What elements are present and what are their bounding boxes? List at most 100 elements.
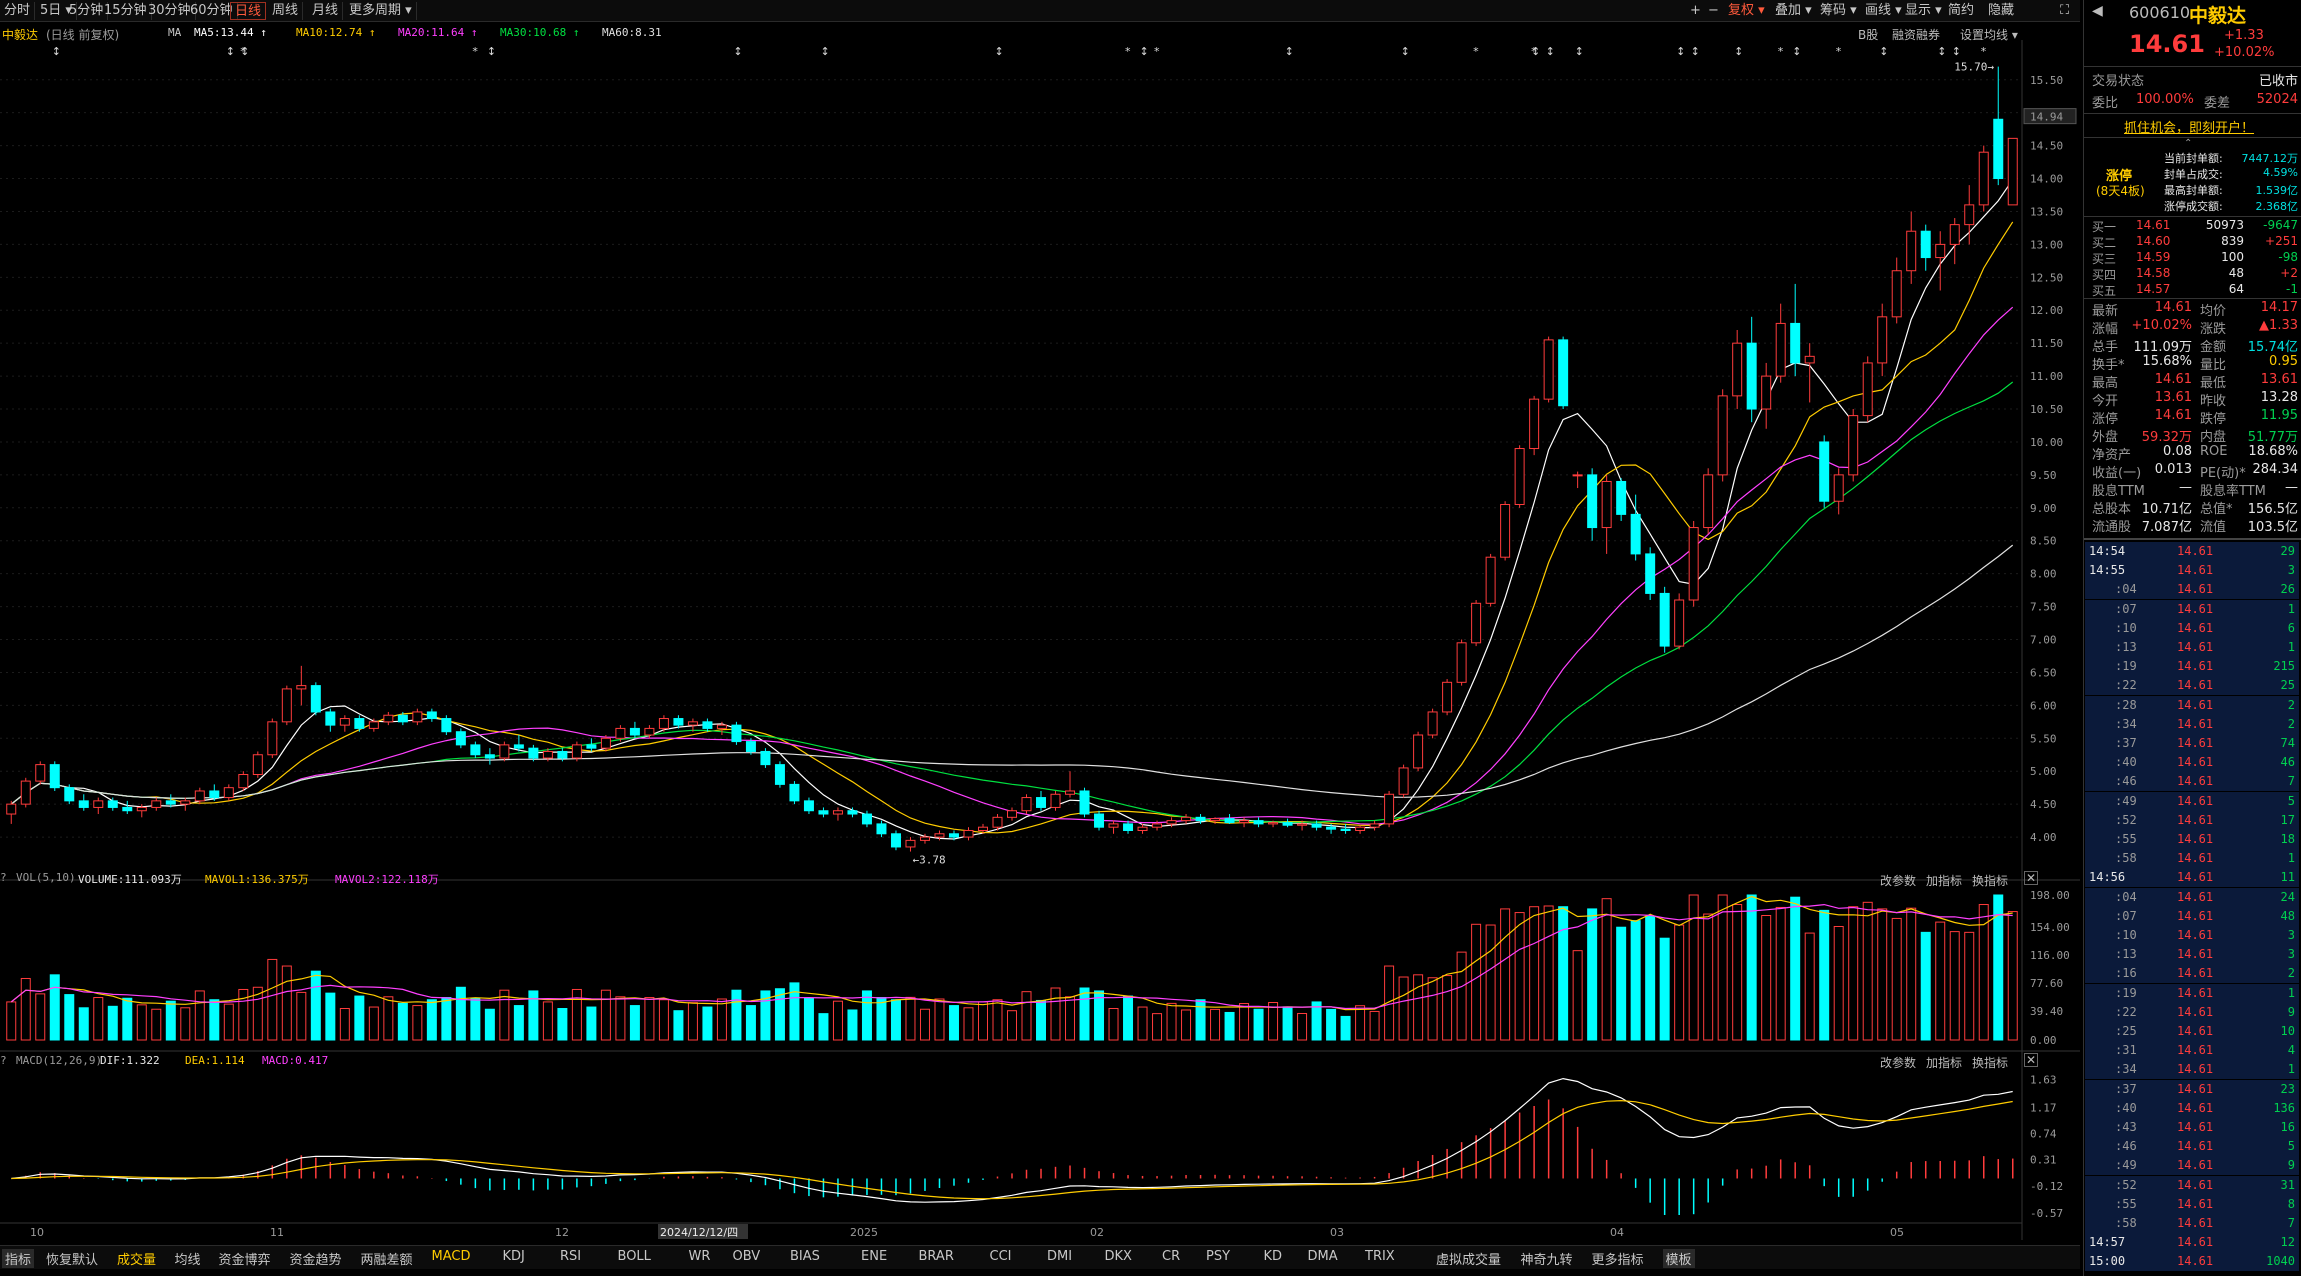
indicator-tab-7[interactable]: MACD xyxy=(431,1249,471,1264)
buy-level-row[interactable]: 买二 14.60 839 +251 xyxy=(2092,234,2298,250)
toolbar-right-0[interactable]: 复权 ▾ xyxy=(1728,3,1765,18)
indicator-tab-24[interactable]: 虚拟成交量 xyxy=(1436,1253,1502,1268)
indicator-tab-6[interactable]: 两融差额 xyxy=(360,1253,413,1268)
sub-toolbar-0[interactable]: B股 xyxy=(1858,28,1879,42)
vol-add-indicator-button[interactable]: 加指标 xyxy=(1926,874,1963,888)
indicator-tab-2[interactable]: 成交量 xyxy=(117,1253,157,1268)
buy-level-row[interactable]: 买五 14.57 64 -1 xyxy=(2092,282,2298,298)
sub-toolbar-1[interactable]: 融资融券 xyxy=(1892,28,1941,42)
candle xyxy=(296,685,307,690)
indicator-tab-21[interactable]: KD xyxy=(1263,1249,1283,1264)
trade-row: :34 14.61 1 xyxy=(2085,1060,2299,1080)
volume-bar xyxy=(1297,1012,1308,1041)
indicator-tab-11[interactable]: WR xyxy=(688,1249,711,1264)
candle xyxy=(1819,441,1830,502)
toolbar-right-6[interactable]: 隐藏 xyxy=(1988,3,2015,18)
period-tab-7[interactable]: 周线 xyxy=(268,2,304,20)
candle xyxy=(789,783,800,802)
period-tab-3[interactable]: 15分钟 xyxy=(100,2,152,20)
period-tab-5[interactable]: 60分钟 xyxy=(186,2,238,20)
indicator-tab-16[interactable]: CCI xyxy=(989,1249,1012,1264)
close-macd-icon[interactable]: ? xyxy=(0,1054,7,1067)
fullscreen-icon[interactable]: ⛶ xyxy=(2060,3,2070,18)
indicator-tab-13[interactable]: BIAS xyxy=(790,1249,820,1264)
period-tab-4[interactable]: 30分钟 xyxy=(144,2,196,20)
volume-bar xyxy=(1195,999,1206,1041)
indicator-tab-3[interactable]: 均线 xyxy=(174,1253,201,1268)
kline-chart[interactable]: 15.70→←3.78↕ ↕ *↕ * ↕ ↕ ↕ ↕ * ↕ * ↕ ↕ * ↕* ↕ ↕ ↕ ↕ ↕ * ↕ * ↕ ↕ ↕ *… xyxy=(0,40,2080,1245)
vol-edit-params-button[interactable]: 改参数 xyxy=(1880,874,1917,888)
vol-close-icon[interactable]: ✕ xyxy=(2024,871,2038,885)
indicator-tab-5[interactable]: 资金趋势 xyxy=(289,1253,342,1268)
period-tab-2[interactable]: 5分钟 xyxy=(65,2,109,20)
toolbar-right-3[interactable]: 画线 ▾ xyxy=(1865,3,1902,18)
price-axis-label: 12.00 xyxy=(2030,304,2063,317)
volume-bar xyxy=(615,996,626,1041)
indicator-tab-18[interactable]: DKX xyxy=(1104,1249,1132,1264)
period-tab-0[interactable]: 分时 xyxy=(0,2,36,20)
indicator-tab-20[interactable]: PSY xyxy=(1206,1249,1231,1264)
macd-axis-label: 0.74 xyxy=(2030,1127,2057,1140)
period-tab-6[interactable]: 日线 xyxy=(230,2,267,20)
macd-close-icon[interactable]: ✕ xyxy=(2024,1053,2038,1067)
dif-line xyxy=(11,1077,2013,1203)
period-tab-9[interactable]: 更多周期 ▾ xyxy=(345,2,417,20)
buy-level-row[interactable]: 买四 14.58 48 +2 xyxy=(2092,266,2298,282)
volume-bar xyxy=(1340,1015,1351,1041)
macd-add-indicator-button[interactable]: 加指标 xyxy=(1926,1056,1963,1070)
event-marker: * xyxy=(1778,45,1784,58)
indicator-tab-10[interactable]: BOLL xyxy=(617,1249,651,1264)
candle xyxy=(1558,339,1569,407)
date-cursor-tag xyxy=(658,1224,748,1239)
indicator-tab-12[interactable]: OBV xyxy=(732,1249,761,1264)
promo-link[interactable]: 抓住机会，即刻开户！ xyxy=(2124,121,2255,136)
collapse-icon[interactable]: ◀ xyxy=(2092,3,2103,19)
period-tab-1[interactable]: 5日 ▾ xyxy=(36,2,77,20)
event-marker: ↕ xyxy=(1952,45,1961,58)
volume-bar xyxy=(1833,925,1844,1041)
event-marker: ↕ xyxy=(1575,45,1584,58)
indicator-tab-4[interactable]: 资金博弈 xyxy=(218,1253,271,1268)
indicator-tab-27[interactable]: 模板 xyxy=(1662,1249,1695,1268)
high-mark: 15.70→ xyxy=(1954,61,1994,74)
price-axis-label: 7.50 xyxy=(2030,601,2057,614)
indicator-tab-8[interactable]: KDJ xyxy=(502,1249,525,1264)
period-tab-8[interactable]: 月线 xyxy=(308,2,344,20)
indicator-tab-17[interactable]: DMI xyxy=(1047,1249,1073,1264)
expand-icon[interactable]: ⌃ xyxy=(2184,138,2193,149)
zoom-out-icon[interactable]: − xyxy=(1708,3,1719,18)
indicator-tab-23[interactable]: TRIX xyxy=(1365,1249,1395,1264)
volume-bar xyxy=(310,970,321,1041)
candle xyxy=(1804,355,1815,364)
sub-toolbar-2[interactable]: 设置均线 ▾ xyxy=(1960,28,2018,42)
indicator-tab-9[interactable]: RSI xyxy=(560,1249,582,1264)
candle xyxy=(354,718,365,729)
volume-bar xyxy=(1601,898,1612,1041)
indicator-tab-0[interactable]: 指标 xyxy=(2,1249,35,1268)
indicator-tab-25[interactable]: 神奇九转 xyxy=(1520,1253,1573,1268)
volume-bar xyxy=(1790,896,1801,1041)
indicator-tab-15[interactable]: BRAR xyxy=(918,1249,954,1264)
indicator-tab-1[interactable]: 恢复默认 xyxy=(46,1253,99,1268)
indicator-tab-14[interactable]: ENE xyxy=(861,1249,888,1264)
buy-level-row[interactable]: 买三 14.59 100 -98 xyxy=(2092,250,2298,266)
close-vol-icon[interactable]: ? xyxy=(0,871,7,884)
toolbar-right-2[interactable]: 筹码 ▾ xyxy=(1820,3,1857,18)
indicator-tab-22[interactable]: DMA xyxy=(1307,1249,1338,1264)
buy-level-row[interactable]: 买一 14.61 50973 -9647 xyxy=(2092,218,2298,234)
macd-switch-indicator-button[interactable]: 换指标 xyxy=(1972,1056,2009,1070)
volume-bar xyxy=(905,996,916,1041)
indicator-tab-19[interactable]: CR xyxy=(1162,1249,1181,1264)
toolbar-right-5[interactable]: 简约 xyxy=(1948,3,1975,18)
candle xyxy=(1500,504,1511,558)
macd-edit-params-button[interactable]: 改参数 xyxy=(1880,1056,1917,1070)
toolbar-right-4[interactable]: 显示 ▾ xyxy=(1905,3,1942,18)
vol-switch-indicator-button[interactable]: 换指标 xyxy=(1972,874,2009,888)
zoom-in-icon[interactable]: + xyxy=(1690,3,1701,18)
candle xyxy=(1543,339,1554,400)
toolbar-right-1[interactable]: 叠加 ▾ xyxy=(1775,3,1812,18)
volume-bar xyxy=(1500,908,1511,1041)
candle xyxy=(1891,270,1902,318)
indicator-tab-26[interactable]: 更多指标 xyxy=(1591,1253,1644,1268)
volume-bar xyxy=(977,1001,988,1041)
